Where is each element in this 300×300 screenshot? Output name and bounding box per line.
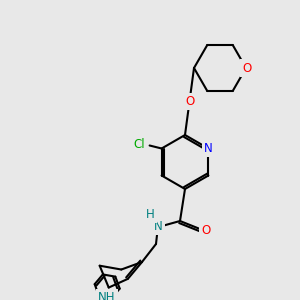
Text: O: O: [201, 224, 211, 238]
Text: O: O: [185, 95, 194, 108]
Text: NH: NH: [98, 291, 116, 300]
Text: O: O: [242, 61, 252, 74]
Text: N: N: [204, 142, 213, 155]
Text: H: H: [146, 208, 154, 220]
Text: Cl: Cl: [134, 138, 146, 151]
Text: N: N: [154, 220, 162, 232]
